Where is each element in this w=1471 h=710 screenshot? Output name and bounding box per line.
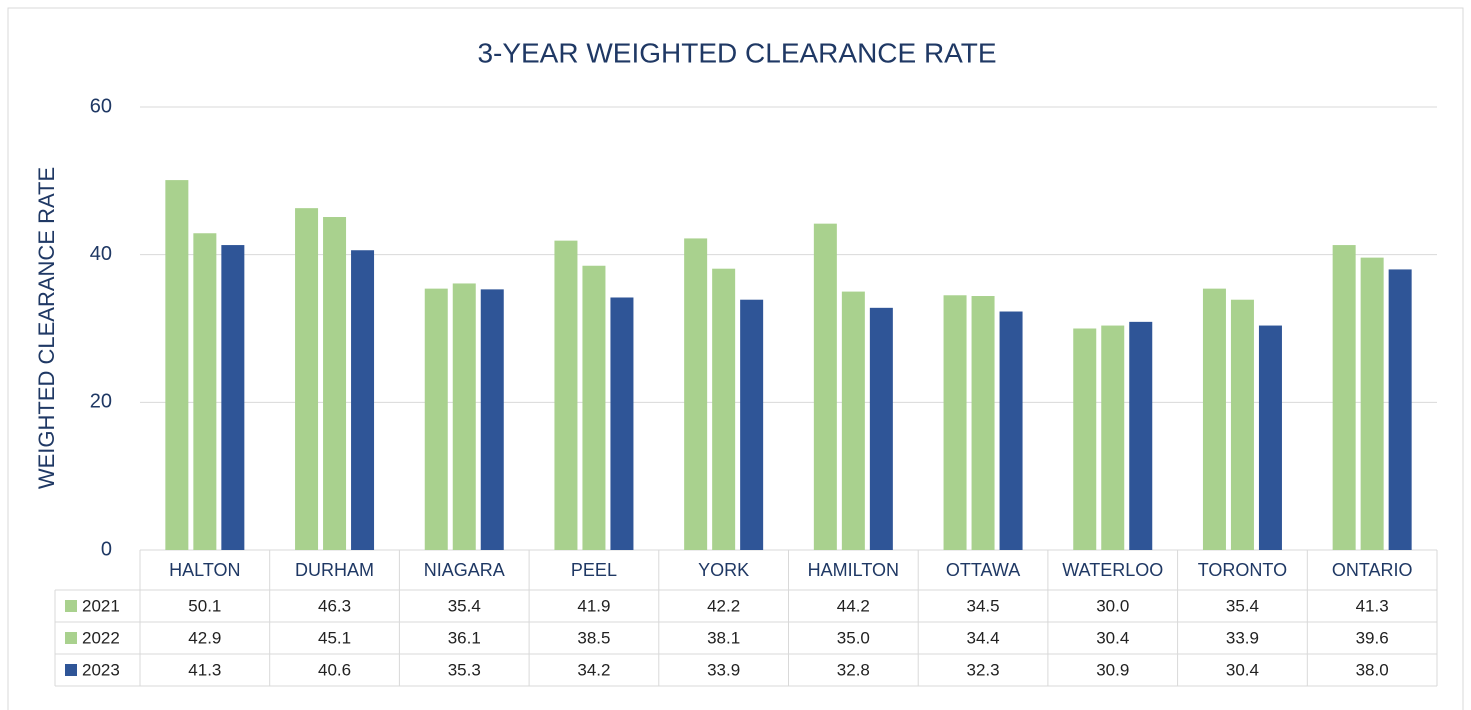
x-tick-label: WATERLOO bbox=[1062, 560, 1163, 580]
chart-title: 3-YEAR WEIGHTED CLEARANCE RATE bbox=[477, 37, 996, 68]
table-value: 44.2 bbox=[837, 596, 870, 615]
legend-label: 2022 bbox=[82, 628, 120, 647]
bar bbox=[610, 297, 634, 550]
table-value: 33.9 bbox=[707, 660, 740, 679]
table-value: 38.5 bbox=[577, 628, 610, 647]
table-value: 36.1 bbox=[448, 628, 481, 647]
table-value: 42.9 bbox=[188, 628, 221, 647]
legend-label: 2023 bbox=[82, 660, 120, 679]
table-value: 35.0 bbox=[837, 628, 870, 647]
table-value: 30.0 bbox=[1096, 596, 1129, 615]
table-value: 46.3 bbox=[318, 596, 351, 615]
table-value: 30.4 bbox=[1226, 660, 1259, 679]
x-tick-label: ONTARIO bbox=[1332, 560, 1413, 580]
bar bbox=[869, 307, 893, 550]
bar bbox=[424, 288, 448, 550]
legend-swatch bbox=[65, 600, 77, 612]
y-tick-label: 40 bbox=[90, 243, 112, 265]
bar bbox=[480, 289, 504, 550]
bar bbox=[943, 295, 967, 550]
table-value: 30.4 bbox=[1096, 628, 1129, 647]
bar bbox=[1332, 245, 1356, 550]
bar bbox=[813, 223, 837, 550]
bar bbox=[712, 268, 736, 550]
table-value: 38.1 bbox=[707, 628, 740, 647]
table-value: 41.9 bbox=[577, 596, 610, 615]
bar bbox=[1388, 269, 1412, 550]
bar bbox=[323, 217, 347, 551]
legend-label: 2021 bbox=[82, 596, 120, 615]
bar bbox=[554, 240, 578, 550]
table-value: 38.0 bbox=[1356, 660, 1389, 679]
x-tick-label: HAMILTON bbox=[808, 560, 899, 580]
table-value: 41.3 bbox=[1356, 596, 1389, 615]
table-value: 34.4 bbox=[967, 628, 1000, 647]
bar bbox=[740, 299, 764, 550]
x-tick-label: YORK bbox=[698, 560, 749, 580]
bar bbox=[582, 265, 606, 550]
bar bbox=[684, 238, 708, 550]
table-value: 34.2 bbox=[577, 660, 610, 679]
table-value: 41.3 bbox=[188, 660, 221, 679]
bar bbox=[1258, 325, 1282, 550]
x-tick-label: PEEL bbox=[571, 560, 617, 580]
y-axis-label: WEIGHTED CLEARANCE RATE bbox=[34, 167, 59, 489]
bar bbox=[1101, 325, 1125, 550]
x-tick-label: NIAGARA bbox=[424, 560, 505, 580]
bar bbox=[999, 311, 1023, 550]
bar bbox=[1202, 288, 1226, 550]
table-value: 50.1 bbox=[188, 596, 221, 615]
bar bbox=[841, 291, 865, 550]
table-value: 35.4 bbox=[1226, 596, 1259, 615]
x-tick-label: HALTON bbox=[169, 560, 240, 580]
bar bbox=[165, 180, 189, 550]
table-value: 35.4 bbox=[448, 596, 481, 615]
bar bbox=[1360, 257, 1384, 550]
bar bbox=[221, 245, 245, 550]
table-value: 33.9 bbox=[1226, 628, 1259, 647]
y-tick-label: 20 bbox=[90, 391, 112, 413]
bar bbox=[1073, 328, 1097, 550]
table-value: 39.6 bbox=[1356, 628, 1389, 647]
table-value: 35.3 bbox=[448, 660, 481, 679]
table-value: 45.1 bbox=[318, 628, 351, 647]
bar bbox=[971, 296, 995, 550]
bar bbox=[193, 233, 217, 550]
bar bbox=[452, 283, 476, 550]
y-tick-label: 60 bbox=[90, 95, 112, 117]
bar bbox=[1230, 299, 1254, 550]
legend-swatch bbox=[65, 632, 77, 644]
table-value: 42.2 bbox=[707, 596, 740, 615]
legend-swatch bbox=[65, 664, 77, 676]
table-value: 32.8 bbox=[837, 660, 870, 679]
x-tick-label: OTTAWA bbox=[946, 560, 1020, 580]
y-tick-label: 0 bbox=[101, 538, 112, 560]
x-tick-label: TORONTO bbox=[1198, 560, 1287, 580]
bar bbox=[351, 250, 375, 550]
table-value: 34.5 bbox=[967, 596, 1000, 615]
table-value: 30.9 bbox=[1096, 660, 1129, 679]
table-value: 40.6 bbox=[318, 660, 351, 679]
x-tick-label: DURHAM bbox=[295, 560, 374, 580]
bar bbox=[1129, 321, 1153, 550]
table-value: 32.3 bbox=[967, 660, 1000, 679]
bar bbox=[295, 208, 319, 550]
